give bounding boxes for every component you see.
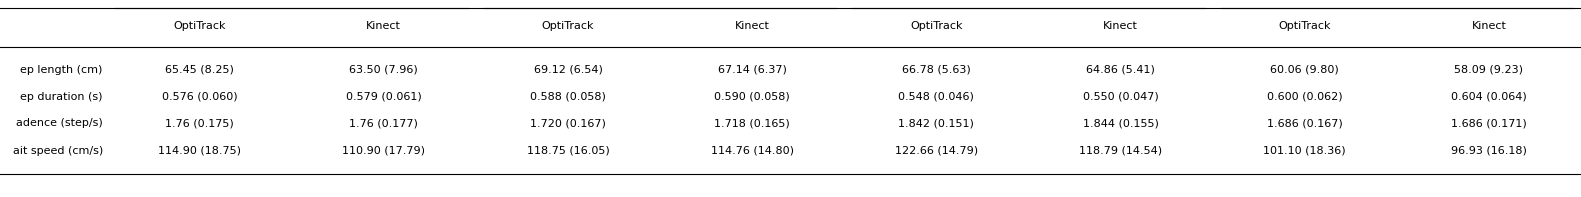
Text: 96.93 (16.18): 96.93 (16.18) xyxy=(1451,146,1527,156)
Text: ait speed (cm/s): ait speed (cm/s) xyxy=(13,146,103,156)
Text: 65.45 (8.25): 65.45 (8.25) xyxy=(164,65,234,75)
Text: 1.686 (0.167): 1.686 (0.167) xyxy=(1266,118,1342,128)
Text: 0.600 (0.062): 0.600 (0.062) xyxy=(1266,92,1342,101)
Text: 58.09 (9.23): 58.09 (9.23) xyxy=(1455,65,1524,75)
Text: 1.76 (0.175): 1.76 (0.175) xyxy=(166,118,234,128)
Text: 1.686 (0.171): 1.686 (0.171) xyxy=(1451,118,1527,128)
Text: 67.14 (6.37): 67.14 (6.37) xyxy=(718,65,787,75)
Text: 1.842 (0.151): 1.842 (0.151) xyxy=(898,118,974,128)
Text: Kinect: Kinect xyxy=(735,21,770,31)
Text: adence (step/s): adence (step/s) xyxy=(16,118,103,128)
Text: 0.588 (0.058): 0.588 (0.058) xyxy=(530,92,606,101)
Text: 118.79 (14.54): 118.79 (14.54) xyxy=(1078,146,1162,156)
Text: 0.550 (0.047): 0.550 (0.047) xyxy=(1083,92,1159,101)
Text: 114.90 (18.75): 114.90 (18.75) xyxy=(158,146,240,156)
Text: 69.12 (6.54): 69.12 (6.54) xyxy=(533,65,602,75)
Text: 1.718 (0.165): 1.718 (0.165) xyxy=(715,118,790,128)
Text: 0.604 (0.064): 0.604 (0.064) xyxy=(1451,92,1527,101)
Text: 0.590 (0.058): 0.590 (0.058) xyxy=(715,92,790,101)
Text: 122.66 (14.79): 122.66 (14.79) xyxy=(895,146,979,156)
Text: 1.844 (0.155): 1.844 (0.155) xyxy=(1083,118,1159,128)
Text: 60.06 (9.80): 60.06 (9.80) xyxy=(1271,65,1339,75)
Text: 0.579 (0.061): 0.579 (0.061) xyxy=(346,92,422,101)
Text: ep duration (s): ep duration (s) xyxy=(21,92,103,101)
Text: 110.90 (17.79): 110.90 (17.79) xyxy=(343,146,425,156)
Text: 1.720 (0.167): 1.720 (0.167) xyxy=(530,118,606,128)
Text: 114.76 (14.80): 114.76 (14.80) xyxy=(711,146,794,156)
Text: 63.50 (7.96): 63.50 (7.96) xyxy=(349,65,417,75)
Text: 66.78 (5.63): 66.78 (5.63) xyxy=(903,65,971,75)
Text: OptiTrack: OptiTrack xyxy=(174,21,226,31)
Text: 118.75 (16.05): 118.75 (16.05) xyxy=(526,146,609,156)
Text: 64.86 (5.41): 64.86 (5.41) xyxy=(1086,65,1156,75)
Text: OptiTrack: OptiTrack xyxy=(1279,21,1331,31)
Text: ep length (cm): ep length (cm) xyxy=(21,65,103,75)
Text: Kinect: Kinect xyxy=(1104,21,1138,31)
Text: 0.548 (0.046): 0.548 (0.046) xyxy=(898,92,974,101)
Text: OptiTrack: OptiTrack xyxy=(542,21,594,31)
Text: 1.76 (0.177): 1.76 (0.177) xyxy=(349,118,419,128)
Text: Kinect: Kinect xyxy=(367,21,402,31)
Text: OptiTrack: OptiTrack xyxy=(911,21,963,31)
Text: Kinect: Kinect xyxy=(1472,21,1507,31)
Text: 101.10 (18.36): 101.10 (18.36) xyxy=(1263,146,1345,156)
Text: 0.576 (0.060): 0.576 (0.060) xyxy=(161,92,237,101)
